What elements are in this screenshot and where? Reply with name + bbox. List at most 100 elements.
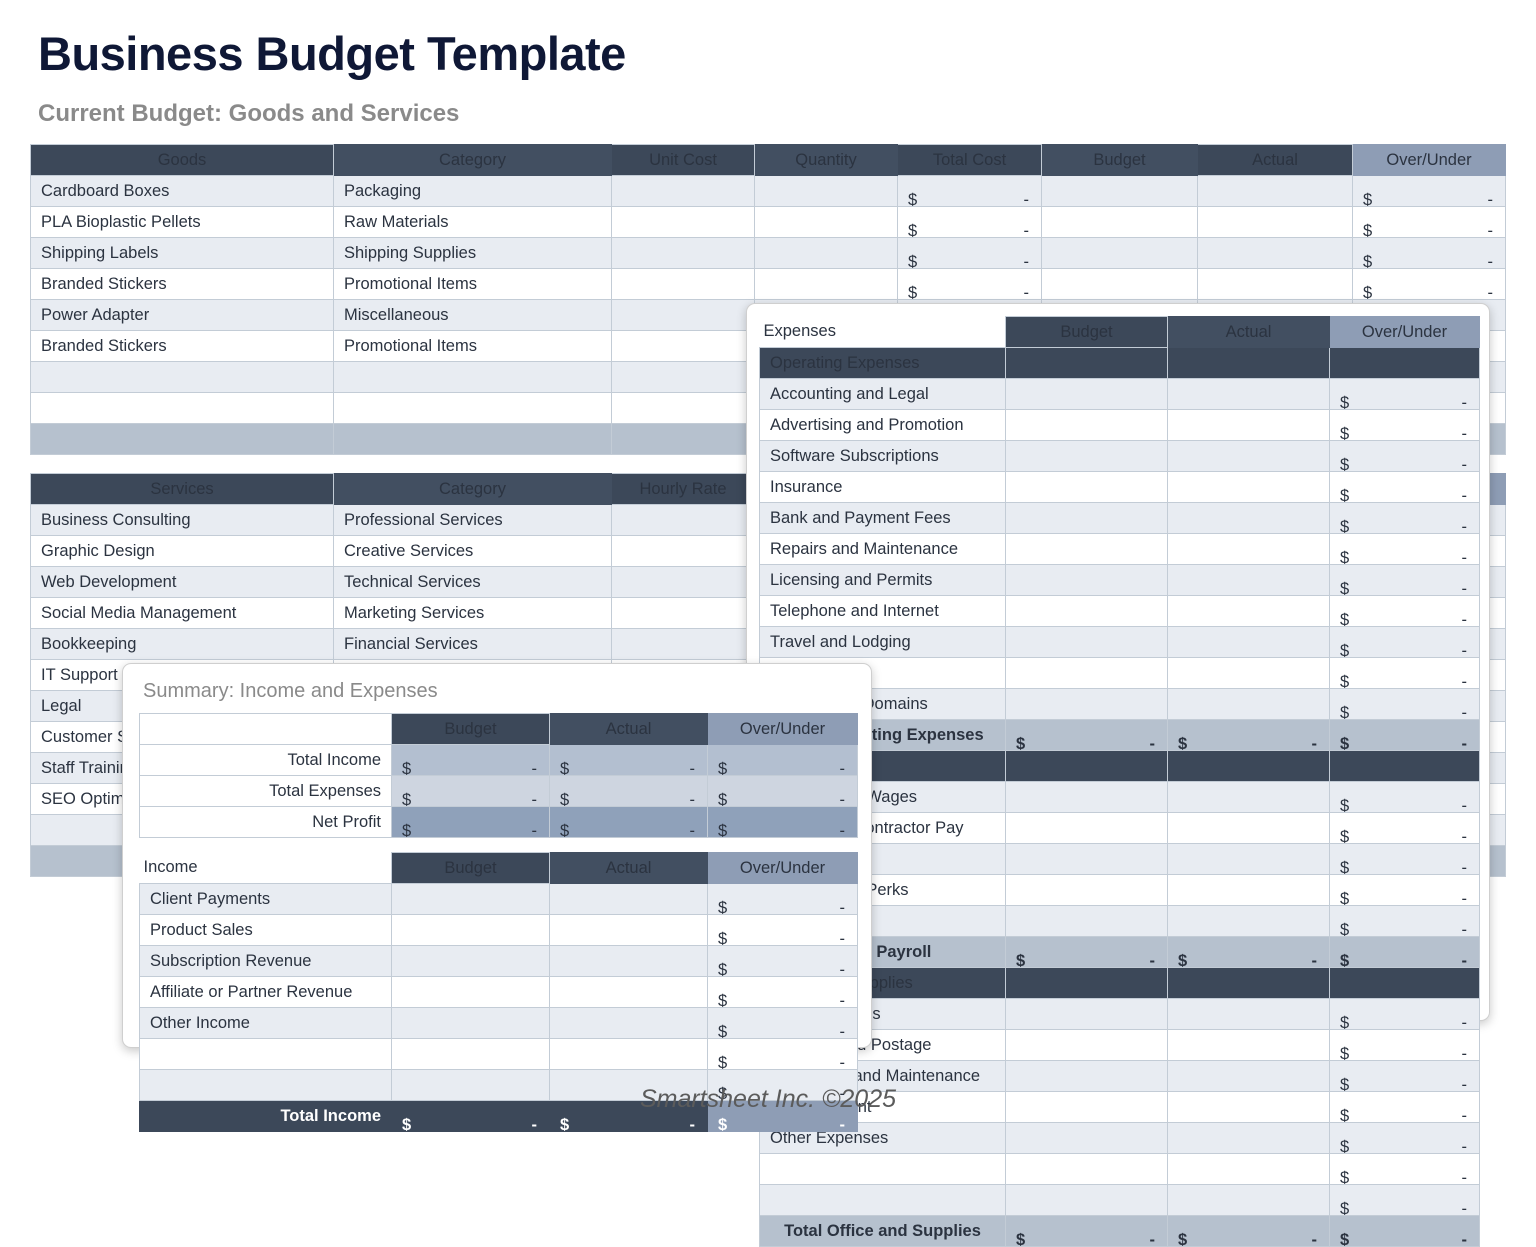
expense-actual-cell[interactable] <box>1167 781 1330 813</box>
goods-name-cell[interactable]: Branded Stickers <box>30 330 334 362</box>
service-category-cell[interactable]: Professional Services <box>333 504 612 536</box>
goods-total-cell[interactable] <box>333 423 612 455</box>
goods-over-under-cell[interactable]: $ - <box>1352 237 1506 269</box>
expense-name-cell[interactable] <box>759 1153 1006 1185</box>
income-col-actual[interactable]: Actual <box>549 852 708 884</box>
expense-budget-cell[interactable] <box>1005 998 1168 1030</box>
goods-name-cell[interactable] <box>30 361 334 393</box>
expenses-total-over-under[interactable]: $ - <box>1329 936 1480 968</box>
expense-actual-cell[interactable] <box>1167 1060 1330 1092</box>
summary-actual-cell[interactable]: $ - <box>549 806 708 838</box>
expense-budget-cell[interactable] <box>1005 657 1168 689</box>
income-total-budget[interactable]: $ - <box>391 1100 550 1132</box>
goods-budget-cell[interactable] <box>1041 268 1198 300</box>
income-over-under-cell[interactable]: $ - <box>707 1038 858 1070</box>
goods-unit-cost-cell[interactable] <box>611 392 755 424</box>
expense-actual-cell[interactable] <box>1167 378 1330 410</box>
expense-actual-cell[interactable] <box>1167 905 1330 937</box>
expense-budget-cell[interactable] <box>1005 626 1168 658</box>
expense-actual-cell[interactable] <box>1167 564 1330 596</box>
income-name-cell[interactable] <box>139 1038 392 1070</box>
expense-name-cell[interactable]: Licensing and Permits <box>759 564 1006 596</box>
income-actual-cell[interactable] <box>549 976 708 1008</box>
expense-over-under-cell[interactable]: $ - <box>1329 905 1480 937</box>
expense-over-under-cell[interactable]: $ - <box>1329 1184 1480 1216</box>
income-actual-cell[interactable] <box>549 945 708 977</box>
summary-over-under-cell[interactable]: $ - <box>707 775 858 807</box>
expense-budget-cell[interactable] <box>1005 874 1168 906</box>
goods-unit-cost-cell[interactable] <box>611 206 755 238</box>
income-actual-cell[interactable] <box>549 914 708 946</box>
expense-over-under-cell[interactable]: $ - <box>1329 471 1480 503</box>
service-name-cell[interactable]: Social Media Management <box>30 597 334 629</box>
expense-budget-cell[interactable] <box>1005 1153 1168 1185</box>
goods-col-quantity[interactable]: Quantity <box>754 144 898 176</box>
expense-over-under-cell[interactable]: $ - <box>1329 812 1480 844</box>
goods-category-cell[interactable]: Raw Materials <box>333 206 612 238</box>
goods-unit-cost-cell[interactable] <box>611 268 755 300</box>
summary-budget-cell[interactable]: $ - <box>391 744 550 776</box>
expense-over-under-cell[interactable]: $ - <box>1329 409 1480 441</box>
goods-unit-cost-cell[interactable] <box>611 237 755 269</box>
expense-name-cell[interactable]: Bank and Payment Fees <box>759 502 1006 534</box>
income-budget-cell[interactable] <box>391 883 550 915</box>
income-name-cell[interactable]: Client Payments <box>139 883 392 915</box>
expense-name-cell[interactable]: Travel and Lodging <box>759 626 1006 658</box>
income-col-budget[interactable]: Budget <box>391 852 550 884</box>
goods-total-cost-cell[interactable]: $ - <box>897 268 1042 300</box>
expenses-total-over-under[interactable]: $ - <box>1329 1215 1480 1247</box>
goods-category-cell[interactable]: Promotional Items <box>333 268 612 300</box>
goods-actual-cell[interactable] <box>1197 237 1353 269</box>
expense-over-under-cell[interactable]: $ - <box>1329 874 1480 906</box>
expense-over-under-cell[interactable]: $ - <box>1329 1122 1480 1154</box>
expense-over-under-cell[interactable]: $ - <box>1329 502 1480 534</box>
service-name-cell[interactable]: Business Consulting <box>30 504 334 536</box>
expense-over-under-cell[interactable]: $ - <box>1329 1029 1480 1061</box>
goods-budget-cell[interactable] <box>1041 206 1198 238</box>
goods-name-cell[interactable]: Shipping Labels <box>30 237 334 269</box>
expense-name-cell[interactable]: Accounting and Legal <box>759 378 1006 410</box>
goods-col-category[interactable]: Category <box>333 144 612 176</box>
income-over-under-cell[interactable]: $ - <box>707 1007 858 1039</box>
income-total-actual[interactable]: $ - <box>549 1100 708 1132</box>
goods-name-cell[interactable]: Power Adapter <box>30 299 334 331</box>
services-col-hourly-rate[interactable]: Hourly Rate <box>611 473 755 505</box>
expense-over-under-cell[interactable]: $ - <box>1329 626 1480 658</box>
summary-budget-cell[interactable]: $ - <box>391 775 550 807</box>
income-over-under-cell[interactable]: $ - <box>707 945 858 977</box>
expense-name-cell[interactable] <box>759 1184 1006 1216</box>
expense-name-cell[interactable]: Repairs and Maintenance <box>759 533 1006 565</box>
goods-quantity-cell[interactable] <box>754 175 898 207</box>
expenses-col-actual[interactable]: Actual <box>1167 316 1330 348</box>
summary-actual-cell[interactable]: $ - <box>549 744 708 776</box>
expense-actual-cell[interactable] <box>1167 688 1330 720</box>
expenses-total-actual[interactable]: $ - <box>1167 719 1330 751</box>
expense-budget-cell[interactable] <box>1005 409 1168 441</box>
expense-over-under-cell[interactable]: $ - <box>1329 533 1480 565</box>
expense-budget-cell[interactable] <box>1005 564 1168 596</box>
goods-quantity-cell[interactable] <box>754 237 898 269</box>
goods-total-cell[interactable] <box>30 423 334 455</box>
income-actual-cell[interactable] <box>549 1069 708 1101</box>
goods-actual-cell[interactable] <box>1197 268 1353 300</box>
service-category-cell[interactable]: Marketing Services <box>333 597 612 629</box>
income-budget-cell[interactable] <box>391 1069 550 1101</box>
income-total-over-under[interactable]: $ - <box>707 1100 858 1132</box>
goods-name-cell[interactable] <box>30 392 334 424</box>
income-name-cell[interactable] <box>139 1069 392 1101</box>
goods-unit-cost-cell[interactable] <box>611 299 755 331</box>
goods-quantity-cell[interactable] <box>754 268 898 300</box>
goods-category-cell[interactable]: Shipping Supplies <box>333 237 612 269</box>
expense-actual-cell[interactable] <box>1167 1184 1330 1216</box>
expense-budget-cell[interactable] <box>1005 812 1168 844</box>
expense-budget-cell[interactable] <box>1005 595 1168 627</box>
expense-budget-cell[interactable] <box>1005 440 1168 472</box>
goods-col-total-cost[interactable]: Total Cost <box>897 144 1042 176</box>
goods-total-cost-cell[interactable]: $ - <box>897 237 1042 269</box>
summary-col-actual[interactable]: Actual <box>549 713 708 745</box>
expense-budget-cell[interactable] <box>1005 905 1168 937</box>
expense-budget-cell[interactable] <box>1005 688 1168 720</box>
goods-actual-cell[interactable] <box>1197 175 1353 207</box>
expense-budget-cell[interactable] <box>1005 1029 1168 1061</box>
income-actual-cell[interactable] <box>549 1007 708 1039</box>
